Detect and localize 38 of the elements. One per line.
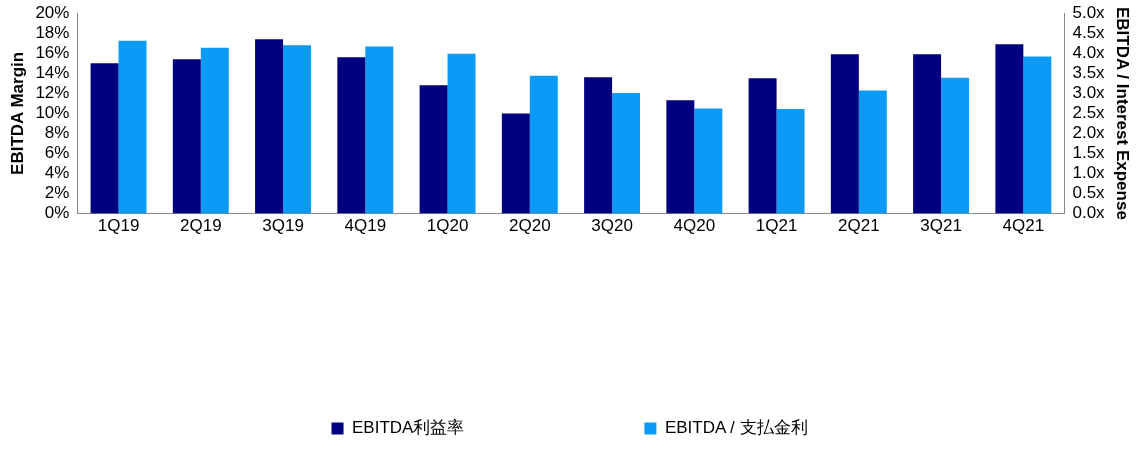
x-tick-label: 4Q21 — [1002, 216, 1045, 236]
y2-tick-label: 0.0x — [1072, 203, 1106, 223]
y-tick-label: 18% — [35, 22, 70, 42]
y-tick-label: 12% — [35, 83, 70, 103]
y2-tick-label: 3.5x — [1072, 63, 1106, 83]
x-tick-label: 1Q21 — [755, 216, 798, 236]
x-tick-label: 1Q19 — [97, 216, 140, 236]
y-tick-label: 4% — [44, 163, 70, 183]
y2-tick-label: 5.0x — [1072, 2, 1106, 22]
y-tick-label: 20% — [35, 2, 70, 22]
y-tick-label: 0% — [44, 203, 70, 223]
y-tick-label: 8% — [44, 123, 70, 143]
legend-label: EBITDA / 支払金利 — [664, 418, 808, 438]
x-tick-label: 3Q21 — [920, 216, 962, 236]
y-axis-title: EBITDA Margin — [7, 51, 27, 175]
y-tick-label: 10% — [35, 103, 70, 123]
y2-tick-label: 1.0x — [1072, 163, 1106, 183]
x-tick-label: 3Q20 — [591, 216, 633, 236]
y2-tick-label: 4.0x — [1072, 42, 1106, 62]
y2-tick-label: 1.5x — [1072, 143, 1106, 163]
x-tick-label: 4Q20 — [673, 216, 716, 236]
y2-tick-label: 0.5x — [1072, 183, 1106, 203]
y2-tick-label: 2.0x — [1072, 123, 1106, 143]
y-tick-label: 16% — [35, 42, 70, 62]
x-tick-label: 2Q20 — [509, 216, 551, 236]
x-tick-label: 2Q21 — [838, 216, 880, 236]
x-tick-label: 3Q19 — [262, 216, 304, 236]
y2-axis-title: EBITDA / Interest Expense — [1113, 6, 1133, 220]
y-tick-label: 14% — [35, 63, 70, 83]
x-tick-label: 2Q19 — [180, 216, 222, 236]
y2-tick-label: 4.5x — [1072, 22, 1106, 42]
y2-tick-label: 2.5x — [1072, 103, 1106, 123]
y-tick-label: 2% — [44, 183, 70, 203]
y2-tick-label: 3.0x — [1072, 83, 1106, 103]
x-tick-label: 4Q19 — [344, 216, 387, 236]
legend-label: EBITDA利益率 — [352, 418, 465, 438]
x-tick-label: 1Q20 — [426, 216, 469, 236]
y-tick-label: 6% — [44, 143, 70, 163]
